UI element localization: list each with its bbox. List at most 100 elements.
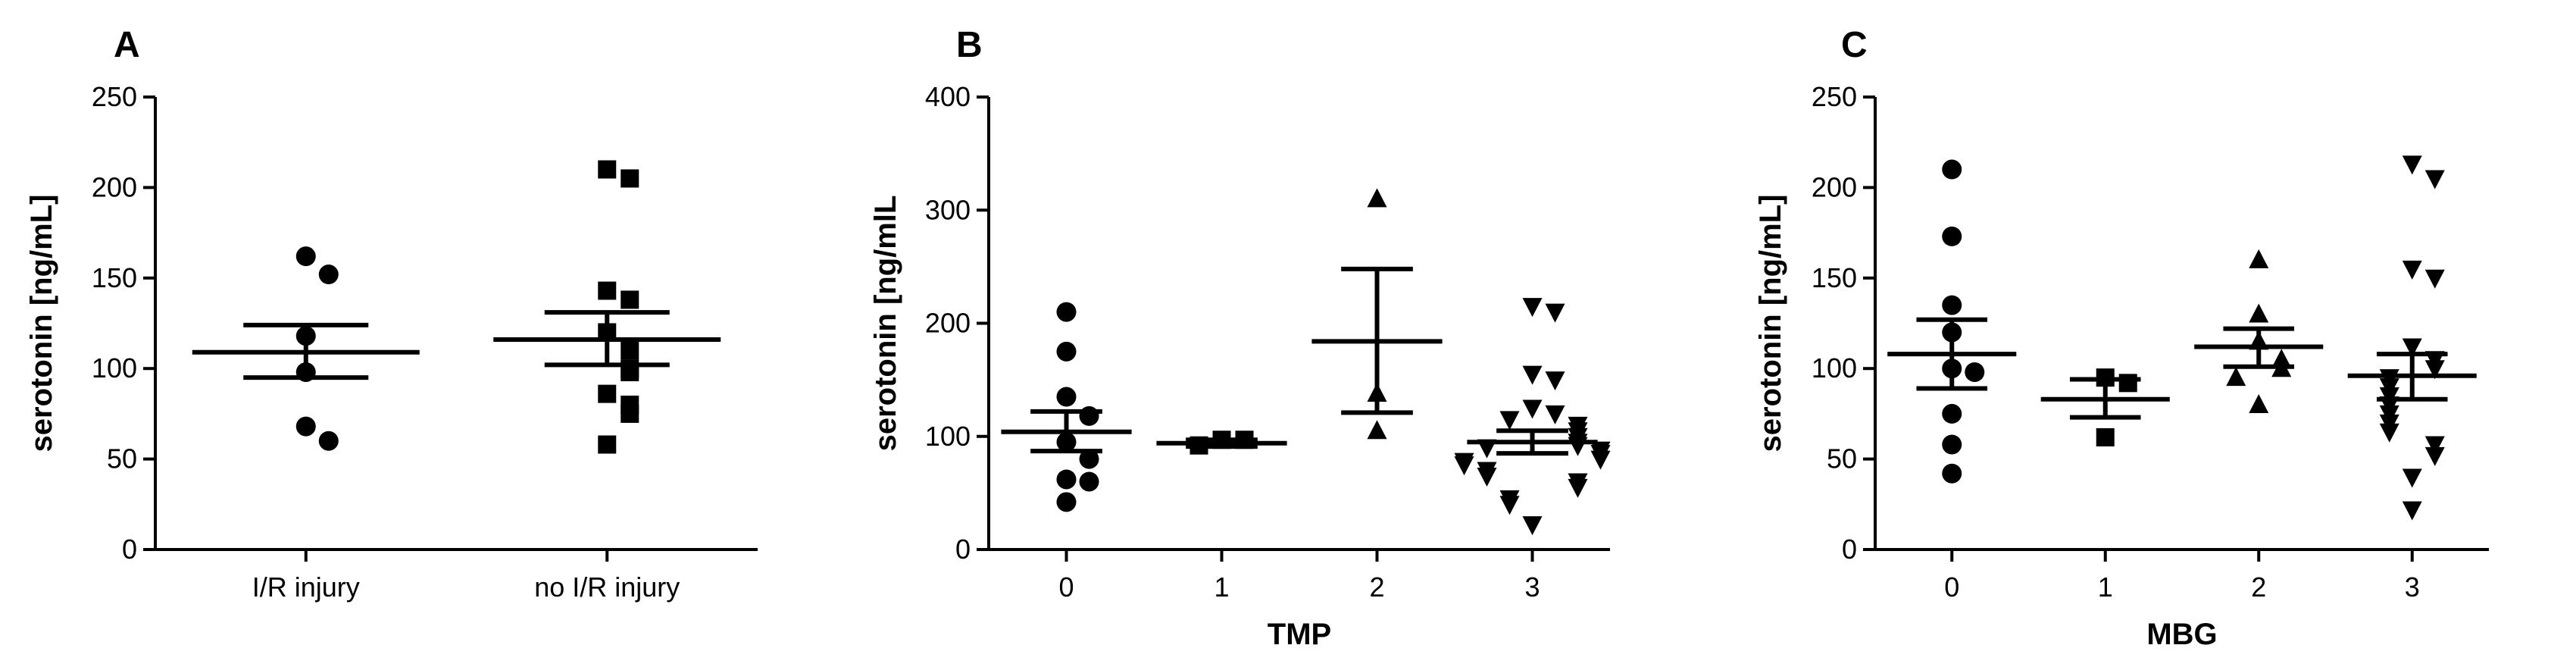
data-point — [2402, 338, 2422, 358]
data-point — [2402, 155, 2422, 175]
data-point — [621, 341, 639, 360]
y-tick-label: 100 — [925, 421, 971, 452]
y-axis-label: serotonin [ng/mlL — [869, 196, 902, 452]
y-tick-label: 300 — [925, 194, 971, 225]
data-point — [1568, 478, 1588, 498]
data-point — [621, 290, 639, 309]
data-point — [295, 246, 316, 267]
data-point — [1079, 471, 1099, 492]
data-point — [2424, 446, 2445, 466]
x-tick-label: 1 — [1214, 571, 1229, 603]
data-point — [1056, 341, 1077, 362]
data-point — [2379, 423, 2399, 443]
group-0 — [1887, 159, 2017, 484]
data-point — [2096, 427, 2115, 446]
data-point — [1942, 295, 1962, 315]
data-point — [598, 435, 617, 454]
group-0 — [192, 246, 420, 451]
data-point — [1942, 463, 1962, 484]
y-tick-label: 100 — [1812, 352, 1857, 384]
x-tick-label: 2 — [2251, 571, 2266, 603]
y-tick-label: 0 — [122, 534, 137, 565]
data-point — [1545, 303, 1565, 323]
data-point — [2249, 249, 2269, 268]
x-tick-label: 3 — [1524, 571, 1540, 603]
data-point — [621, 404, 639, 423]
y-tick-label: 200 — [92, 171, 137, 202]
data-point — [598, 384, 617, 403]
data-point — [1499, 411, 1520, 431]
y-tick-label: 200 — [1812, 171, 1857, 202]
y-tick-label: 0 — [1842, 534, 1857, 565]
data-point — [2424, 269, 2445, 289]
data-point — [1522, 298, 1543, 318]
data-point — [1522, 516, 1543, 536]
data-point — [1056, 469, 1077, 490]
x-tick-label: 2 — [1369, 571, 1384, 603]
panel-letter: C — [1841, 25, 1868, 65]
data-point — [1477, 467, 1497, 487]
x-axis-label: TMP — [1268, 618, 1331, 651]
data-point — [318, 431, 339, 451]
y-tick-label: 0 — [955, 534, 971, 565]
x-tick-label: 0 — [1058, 571, 1074, 603]
group-3 — [2347, 155, 2477, 521]
y-axis-label: serotonin [ng/mL] — [1754, 195, 1787, 452]
y-tick-label: 150 — [92, 262, 137, 293]
data-point — [1590, 450, 1611, 470]
group-2 — [1311, 188, 1443, 440]
data-point — [1545, 405, 1565, 424]
x-tick-label: 3 — [2405, 571, 2420, 603]
data-point — [1056, 492, 1077, 512]
y-tick-label: 400 — [925, 81, 971, 112]
data-point — [2402, 468, 2422, 488]
data-point — [1942, 159, 1962, 180]
data-point — [1942, 226, 1962, 246]
x-axis-label: MBG — [2146, 618, 2217, 651]
group-2 — [2194, 249, 2324, 413]
group-3 — [1454, 298, 1611, 536]
data-point — [1056, 302, 1077, 322]
data-point — [2249, 393, 2269, 413]
data-point — [2424, 436, 2445, 456]
panel-c: C 0 50 100 150 200 250 0 1 2 3 serotonin [ng/mL] MBG — [1754, 25, 2489, 651]
y-tick-label: 250 — [92, 81, 137, 112]
x-tick-label: I/R injury — [252, 571, 360, 603]
panel-a: A 0 50 100 150 200 250 I/R injury no I/R injury s… — [25, 25, 758, 603]
data-point — [1942, 403, 1962, 424]
group-0 — [1001, 302, 1132, 512]
data-point — [2424, 170, 2445, 189]
data-point — [598, 281, 617, 300]
y-tick-label: 250 — [1812, 81, 1857, 112]
y-tick-label: 100 — [92, 352, 137, 384]
data-point — [1367, 420, 1387, 440]
data-point — [1522, 399, 1543, 419]
data-point — [1079, 449, 1099, 469]
data-point — [1545, 371, 1565, 391]
panel-letter: A — [114, 25, 140, 65]
y-tick-label: 200 — [925, 308, 971, 339]
y-axis-label: serotonin [ng/mL] — [25, 195, 58, 452]
group-1 — [1156, 431, 1287, 455]
data-point — [1499, 496, 1520, 515]
data-point — [621, 169, 639, 188]
x-tick-label: no I/R injury — [534, 571, 680, 603]
data-point — [1942, 434, 1962, 455]
y-tick-label: 150 — [1812, 262, 1857, 293]
data-point — [295, 416, 316, 437]
data-point — [1454, 456, 1474, 476]
group-1 — [2040, 368, 2170, 446]
data-point — [1367, 188, 1387, 208]
data-point — [2424, 360, 2445, 380]
panel-b: B 0 100 200 300 400 0 1 2 3 serotonin [ng/mlL TMP — [869, 25, 1611, 651]
group-1 — [493, 160, 721, 454]
data-point — [2402, 260, 2422, 280]
data-point — [318, 265, 339, 285]
data-point — [1056, 387, 1077, 407]
x-tick-label: 0 — [1944, 571, 1959, 603]
x-tick-label: 1 — [2098, 571, 2113, 603]
data-point — [2402, 501, 2422, 521]
data-point — [598, 160, 617, 179]
data-point — [2226, 367, 2246, 387]
